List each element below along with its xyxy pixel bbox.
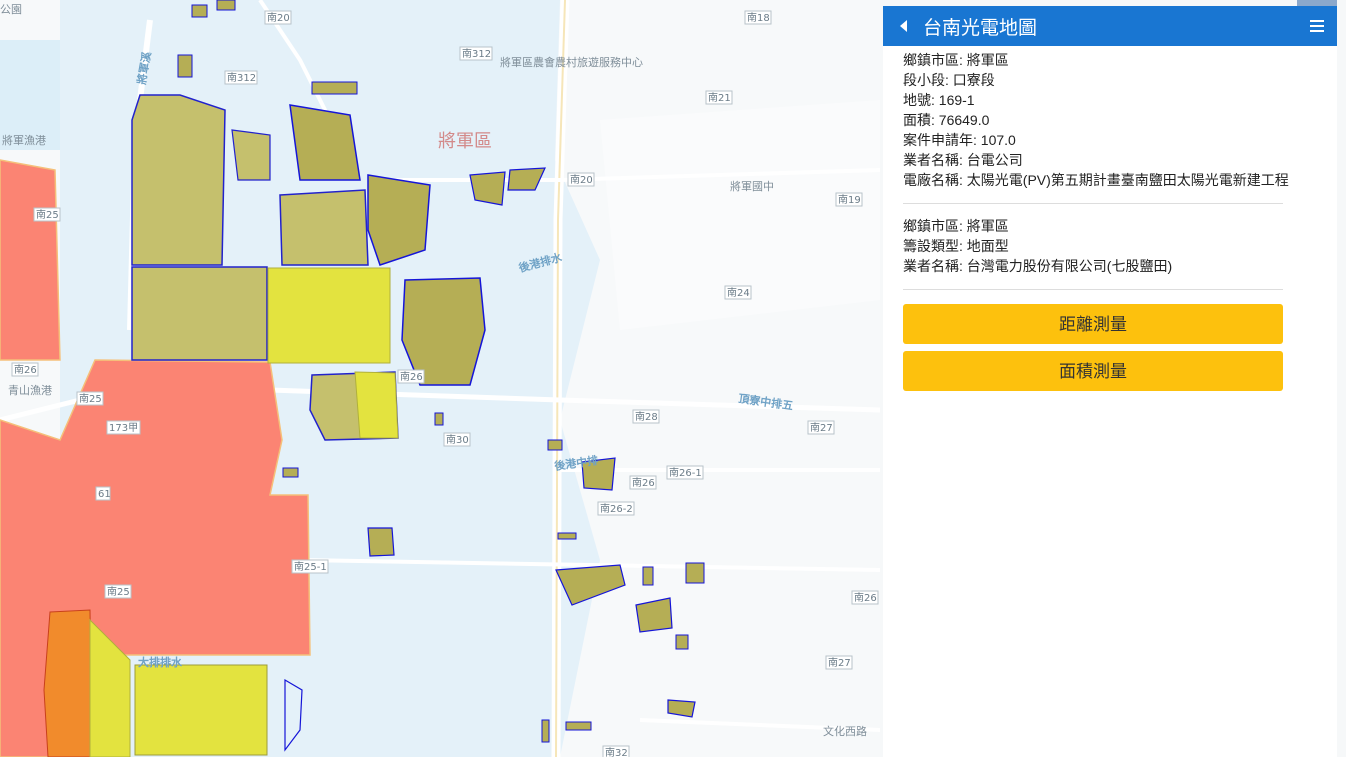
hamburger-icon (1310, 20, 1324, 22)
svg-text:南26: 南26 (400, 370, 423, 383)
record-1-line: 地號: 169-1 (903, 92, 975, 108)
svg-text:南21: 南21 (708, 91, 731, 104)
back-button[interactable] (883, 6, 923, 46)
divider (903, 289, 1283, 290)
svg-text:南25: 南25 (79, 392, 102, 405)
svg-text:南25-1: 南25-1 (294, 560, 327, 573)
record-1-line: 面積: 76649.0 (903, 112, 990, 128)
svg-text:南27: 南27 (810, 421, 833, 434)
back-arrow-icon (899, 20, 907, 32)
svg-text:南26-1: 南26-1 (669, 466, 702, 479)
app-title: 台南光電地圖 (923, 16, 1038, 39)
menu-button[interactable] (1297, 6, 1337, 46)
record-1-line: 鄉鎮市區: 將軍區 (903, 52, 1009, 68)
place-label-jiangjun-port: 將軍漁港 (2, 133, 46, 147)
water-label-4: 大排排水 (138, 655, 183, 669)
record-1-line: 業者名稱: 台電公司 (903, 152, 1023, 168)
zone-yellow-sw[interactable] (89, 618, 131, 757)
panel-body: 鄉鎮市區: 將軍區 段小段: 口寮段 地號: 169-1 面積: 76649.0… (903, 50, 1289, 391)
svg-text:南32: 南32 (605, 746, 628, 757)
svg-text:南20: 南20 (570, 173, 593, 186)
svg-text:61: 61 (98, 489, 111, 500)
zone-orange[interactable] (43, 609, 93, 757)
zone-red-north[interactable] (0, 159, 61, 361)
svg-text:南20: 南20 (267, 11, 290, 24)
place-label-park: 公園 (0, 3, 22, 16)
svg-text:南312: 南312 (227, 71, 256, 84)
parcel-large-1[interactable] (131, 94, 226, 266)
record-1-line: 段小段: 口寮段 (903, 72, 995, 88)
zone-yellow-south[interactable] (134, 664, 268, 756)
place-label-farm: 將軍區農會農村旅遊服務中心 (500, 55, 643, 69)
record-2-line: 業者名稱: 台灣電力股份有限公司(七股鹽田) (903, 258, 1173, 274)
record-1-line: 案件申請年: 107.0 (903, 132, 1016, 148)
zone-yellow-center[interactable] (267, 267, 391, 364)
record-1: 鄉鎮市區: 將軍區 段小段: 口寮段 地號: 169-1 面積: 76649.0… (903, 50, 1289, 190)
place-label-school: 將軍國中 (730, 179, 774, 193)
panel-header: 台南光電地圖 (883, 6, 1337, 46)
water-label-5: 將軍溪 (134, 50, 154, 86)
svg-text:南30: 南30 (446, 433, 469, 446)
road-labels: 南20 南18 南312 南21 南312 南20 南19 南25 南26 南2… (11, 10, 1318, 757)
svg-text:南28: 南28 (635, 410, 658, 423)
parcel-large-2[interactable] (131, 266, 268, 361)
parcel-cluster-2[interactable] (367, 174, 431, 266)
info-panel: 台南光電地圖 鄉鎮市區: 將軍區 段小段: 口寮段 地號: 169-1 面積: … (883, 6, 1337, 757)
parcel-cluster-3[interactable] (401, 277, 486, 386)
svg-text:南26-2: 南26-2 (600, 502, 633, 515)
svg-text:南27: 南27 (828, 656, 851, 669)
parcel-large-4[interactable] (279, 189, 369, 266)
divider (903, 203, 1283, 204)
area-measure-button[interactable]: 面積測量 (903, 351, 1283, 391)
svg-text:南18: 南18 (747, 11, 770, 24)
svg-text:南312: 南312 (462, 47, 491, 60)
record-1-line: 電廠名稱: 太陽光電(PV)第五期計畫臺南鹽田太陽光電新建工程 (903, 172, 1289, 188)
svg-text:173甲: 173甲 (109, 423, 138, 434)
place-label-qingshan: 青山漁港 (8, 383, 52, 397)
svg-text:南26: 南26 (14, 363, 37, 376)
svg-text:南26: 南26 (854, 591, 877, 604)
water-label-2: 後港中排 (553, 453, 599, 473)
parcel-cluster-1[interactable] (289, 104, 361, 181)
record-2: 鄉鎮市區: 將軍區 籌設類型: 地面型 業者名稱: 台灣電力股份有限公司(七股鹽… (903, 216, 1283, 276)
svg-text:南25: 南25 (36, 208, 59, 221)
place-label-road: 文化西路 (823, 724, 867, 738)
svg-text:南24: 南24 (727, 286, 750, 299)
district-label: 將軍區 (438, 131, 492, 152)
record-2-line: 籌設類型: 地面型 (903, 238, 1009, 254)
svg-text:南19: 南19 (838, 193, 861, 206)
record-2-line: 鄉鎮市區: 將軍區 (903, 218, 1009, 234)
svg-text:南25: 南25 (107, 585, 130, 598)
svg-text:南26: 南26 (632, 476, 655, 489)
distance-measure-button[interactable]: 距離測量 (903, 304, 1283, 344)
